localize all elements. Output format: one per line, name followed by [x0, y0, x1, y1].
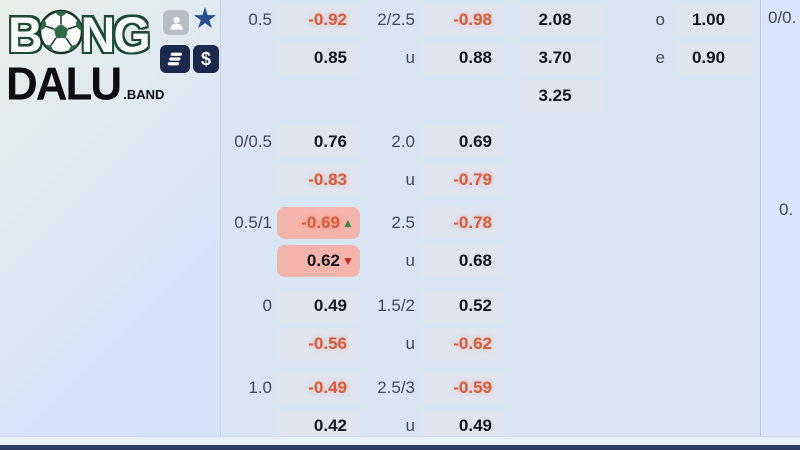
odds-value: -0.69 — [301, 213, 340, 232]
odd-label: o — [655, 10, 665, 29]
ah-odds-cell[interactable]: -0.92 — [277, 4, 360, 36]
ou-line-label: 2.5 — [391, 213, 415, 232]
ah-line-label: 0 — [262, 296, 272, 315]
over-odds-cell[interactable]: 0.52 — [420, 290, 505, 322]
odds-block-1: 0.5 -0.92 0.85 2/2.5 u -0.98 0.88 2.08 3… — [220, 4, 760, 122]
next-column-panel — [760, 0, 800, 450]
odds-block-2: 0/0.5 0.76 -0.83 2.0 u 0.69 -0.79 — [220, 126, 760, 244]
under-label: u — [405, 48, 415, 67]
under-odds-cell[interactable]: 0.88 — [420, 42, 505, 74]
ah-odds-cell[interactable]: -0.83 — [277, 164, 360, 196]
odds-block-3: 0.5/1 -0.69 ▲ 0.62 ▼ 2.5 u -0.78 0.68 — [220, 207, 760, 325]
arrow-up-icon: ▲ — [342, 216, 354, 230]
ou-line-label: 2/2.5 — [377, 10, 415, 29]
over-odds-cell[interactable]: -0.59 — [420, 372, 505, 404]
ah-odds-cell[interactable]: 0.85 — [277, 42, 360, 74]
over-odds-cell[interactable]: -0.98 — [420, 4, 505, 36]
under-label: u — [405, 416, 415, 435]
stack-icon[interactable] — [160, 45, 190, 73]
logo-text-dalu: DALU — [6, 58, 122, 111]
ah-line-label: 0.5 — [248, 10, 272, 29]
home-win-odds-cell[interactable]: 2.08 — [520, 4, 603, 36]
under-label: u — [405, 251, 415, 270]
odd-odds-cell[interactable]: 1.00 — [677, 4, 753, 36]
under-odds-cell[interactable]: 0.68 — [420, 245, 505, 277]
under-label: u — [405, 334, 415, 353]
soccer-ball-icon — [38, 8, 84, 61]
arrow-down-icon: ▼ — [342, 254, 354, 268]
ou-line-label: 2.5/3 — [377, 378, 415, 397]
away-win-odds-cell[interactable]: 3.25 — [520, 80, 603, 112]
draw-odds-cell[interactable]: 3.70 — [520, 42, 603, 74]
odds-value: 0.62 — [306, 251, 340, 270]
user-icon[interactable] — [163, 10, 189, 35]
ah-odds-cell[interactable]: -0.56 — [277, 328, 360, 360]
logo-text-prefix: B — [8, 7, 43, 64]
logo-text-tld: .BAND — [123, 87, 165, 102]
ah-odds-cell[interactable]: 0.49 — [277, 290, 360, 322]
under-label: u — [405, 170, 415, 189]
logo-line1: B — [8, 7, 151, 64]
under-odds-cell[interactable]: -0.79 — [420, 164, 505, 196]
ah-line-label: 1.0 — [248, 378, 272, 397]
logo-text-suffix: NG — [80, 7, 151, 64]
section-divider-strip — [0, 436, 800, 446]
truncated-handicap-label: 0/0. — [768, 8, 797, 27]
ah-odds-cell[interactable]: -0.49 — [277, 372, 360, 404]
over-odds-cell[interactable]: -0.78 — [420, 207, 505, 239]
dollar-icon[interactable]: $ — [193, 45, 219, 73]
odds-block-5: 1.0 -0.49 0.42 2.5/3 u -0.59 0.49 — [220, 372, 760, 450]
ah-line-label: 0.5/1 — [234, 213, 272, 232]
ou-line-label: 2.0 — [391, 132, 415, 151]
ah-odds-cell-changed[interactable]: -0.69 ▲ — [277, 207, 360, 239]
logo-line2: DALU .BAND — [6, 58, 165, 111]
even-odds-cell[interactable]: 0.90 — [677, 42, 753, 74]
bongdalu-logo[interactable]: B — [6, 7, 208, 118]
over-odds-cell[interactable]: 0.69 — [420, 126, 505, 158]
even-label: e — [655, 48, 665, 67]
truncated-handicap-label: 0. — [779, 200, 794, 219]
star-favorite-icon[interactable]: ★ — [192, 2, 218, 35]
ah-odds-cell-changed[interactable]: 0.62 ▼ — [277, 245, 360, 277]
brand-panel: B — [0, 0, 221, 450]
odds-block-4: 0 0.49 -0.56 1.5/2 u 0.52 -0.62 — [220, 290, 760, 408]
bottom-navy-bar — [0, 445, 800, 450]
ah-odds-cell[interactable]: 0.76 — [277, 126, 360, 158]
ou-line-label: 1.5/2 — [377, 296, 415, 315]
under-odds-cell[interactable]: -0.62 — [420, 328, 505, 360]
ah-line-label: 0/0.5 — [234, 132, 272, 151]
